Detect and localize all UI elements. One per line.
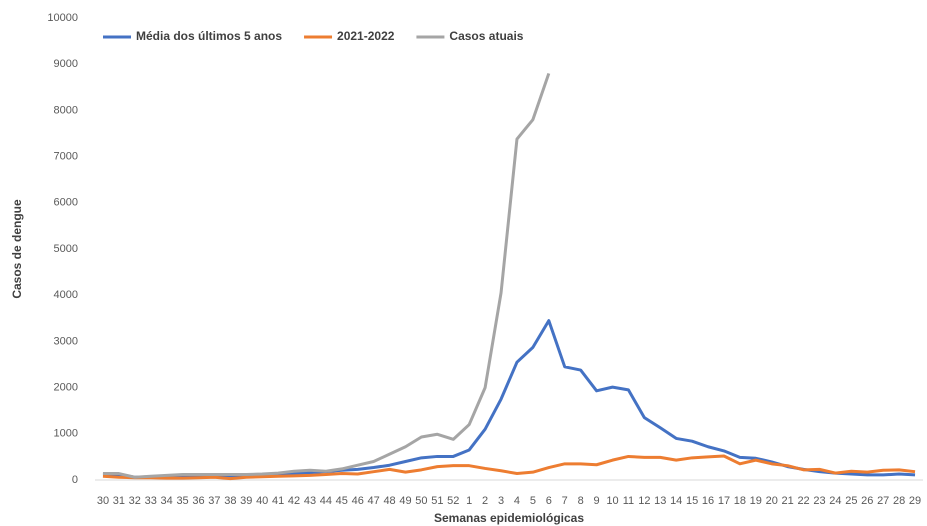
- x-tick-label: 51: [431, 495, 443, 507]
- x-tick-label: 31: [113, 495, 125, 507]
- x-tick-label: 29: [909, 495, 921, 507]
- x-tick-label: 20: [766, 495, 778, 507]
- x-tick-label: 50: [415, 495, 427, 507]
- x-tick-label: 43: [304, 495, 316, 507]
- x-tick-label: 41: [272, 495, 284, 507]
- series-line: [102, 454, 916, 481]
- x-tick-label: 6: [546, 495, 552, 507]
- x-tick-label: 17: [718, 495, 730, 507]
- x-tick-label: 44: [320, 495, 332, 507]
- x-tick-label: 25: [845, 495, 857, 507]
- x-tick-label: 33: [145, 495, 157, 507]
- x-tick-label: 52: [447, 495, 459, 507]
- y-tick-label: 10000: [47, 12, 78, 24]
- x-tick-label: 48: [383, 495, 395, 507]
- x-tick-label: 14: [670, 495, 682, 507]
- x-tick-label: 10: [606, 495, 618, 507]
- x-tick-label: 49: [399, 495, 411, 507]
- y-tick-label: 2000: [54, 382, 78, 394]
- y-tick-label: 6000: [54, 197, 78, 209]
- x-tick-label: 46: [352, 495, 364, 507]
- x-axis-title: Semanas epidemiológicas: [434, 511, 584, 525]
- y-axis-title: Casos de dengue: [10, 199, 24, 299]
- x-tick-label: 23: [813, 495, 825, 507]
- legend-label: Casos atuais: [449, 29, 523, 43]
- x-tick-label: 45: [336, 495, 348, 507]
- x-tick-label: 32: [129, 495, 141, 507]
- y-tick-label: 1000: [54, 428, 78, 440]
- x-tick-label: 7: [562, 495, 568, 507]
- y-tick-label: 9000: [54, 58, 78, 70]
- y-tick-label: 4000: [54, 289, 78, 301]
- series-line: [102, 319, 916, 479]
- x-tick-label: 8: [578, 495, 584, 507]
- legend-label: 2021-2022: [337, 29, 395, 43]
- series-line: [102, 72, 551, 479]
- x-tick-label: 19: [750, 495, 762, 507]
- x-tick-label: 21: [782, 495, 794, 507]
- x-tick-label: 12: [638, 495, 650, 507]
- x-tick-label: 9: [594, 495, 600, 507]
- x-tick-label: 18: [734, 495, 746, 507]
- y-tick-label: 5000: [54, 243, 78, 255]
- x-tick-label: 28: [893, 495, 905, 507]
- x-tick-label: 15: [686, 495, 698, 507]
- x-tick-label: 30: [97, 495, 109, 507]
- x-tick-label: 36: [192, 495, 204, 507]
- x-tick-label: 4: [514, 495, 520, 507]
- x-tick-label: 35: [176, 495, 188, 507]
- x-tick-label: 47: [368, 495, 380, 507]
- x-tick-label: 27: [877, 495, 889, 507]
- x-tick-label: 2: [482, 495, 488, 507]
- x-tick-label: 1: [466, 495, 472, 507]
- x-tick-label: 34: [161, 495, 173, 507]
- x-tick-label: 13: [654, 495, 666, 507]
- x-tick-label: 5: [530, 495, 536, 507]
- x-tick-label: 40: [256, 495, 268, 507]
- y-tick-label: 0: [72, 474, 78, 486]
- x-tick-label: 39: [240, 495, 252, 507]
- x-tick-label: 11: [623, 495, 634, 507]
- x-tick-label: 3: [498, 495, 504, 507]
- legend-label: Média dos últimos 5 anos: [136, 29, 282, 43]
- x-tick-label: 37: [208, 495, 220, 507]
- x-tick-label: 26: [861, 495, 873, 507]
- y-tick-label: 3000: [54, 335, 78, 347]
- x-tick-label: 16: [702, 495, 714, 507]
- y-tick-label: 7000: [54, 151, 78, 163]
- y-tick-label: 8000: [54, 104, 78, 116]
- x-tick-label: 38: [224, 495, 236, 507]
- x-tick-label: 24: [829, 495, 841, 507]
- x-tick-label: 22: [797, 495, 809, 507]
- x-tick-label: 42: [288, 495, 300, 507]
